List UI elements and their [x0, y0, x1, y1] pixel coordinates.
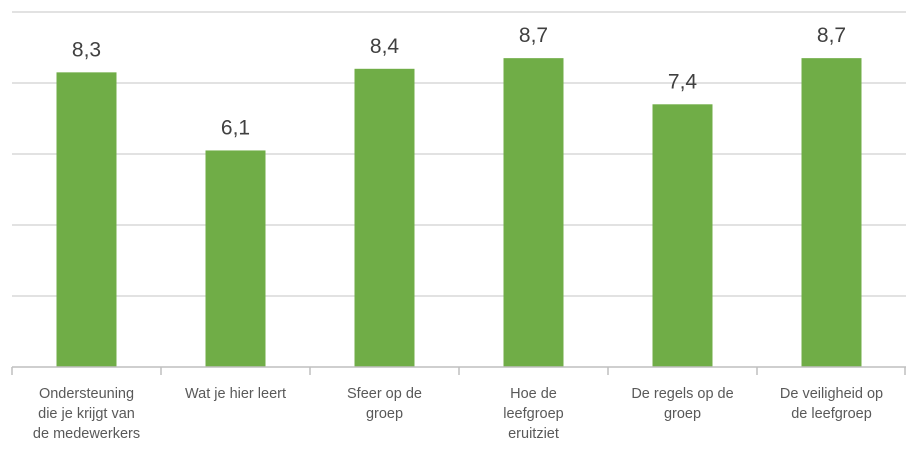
category-label: De regels op de groep	[631, 386, 733, 422]
category-label: Sfeer op de groep	[347, 386, 422, 422]
category-label-line: Sfeer op de	[347, 386, 422, 402]
category-label-line: de medewerkers	[33, 426, 140, 442]
bar	[652, 104, 713, 368]
data-label: 7,4	[668, 70, 698, 93]
category-label: De veiligheid op de leefgroep	[780, 386, 883, 422]
bar	[205, 150, 266, 367]
category-label-line: groep	[366, 406, 403, 422]
data-label: 8,7	[817, 24, 846, 47]
category-label-line: de leefgroep	[791, 406, 872, 422]
data-label: 8,3	[72, 38, 101, 61]
bar	[503, 58, 564, 368]
data-label: 8,4	[370, 35, 400, 58]
data-label: 6,1	[221, 116, 250, 139]
category-label-line: eruitziet	[508, 426, 559, 442]
category-label-line: die je krijgt van	[38, 406, 135, 422]
bar	[56, 72, 117, 367]
category-label-line: leefgroep	[503, 406, 563, 422]
category-label-line: Ondersteuning	[39, 386, 134, 402]
category-label-line: De regels op de	[631, 386, 733, 402]
bar	[354, 68, 415, 368]
bar	[801, 58, 862, 368]
category-label: Wat je hier leert	[185, 386, 286, 402]
category-label-line: De veiligheid op	[780, 386, 883, 402]
data-label: 8,7	[519, 24, 548, 47]
category-label: Hoe de leefgroep eruitziet	[503, 386, 563, 442]
category-label-line: Wat je hier leert	[185, 386, 286, 402]
category-label-line: Hoe de	[510, 386, 557, 402]
category-label: Ondersteuning die je krijgt van de medewer…	[33, 386, 140, 442]
category-label-line: groep	[664, 406, 701, 422]
